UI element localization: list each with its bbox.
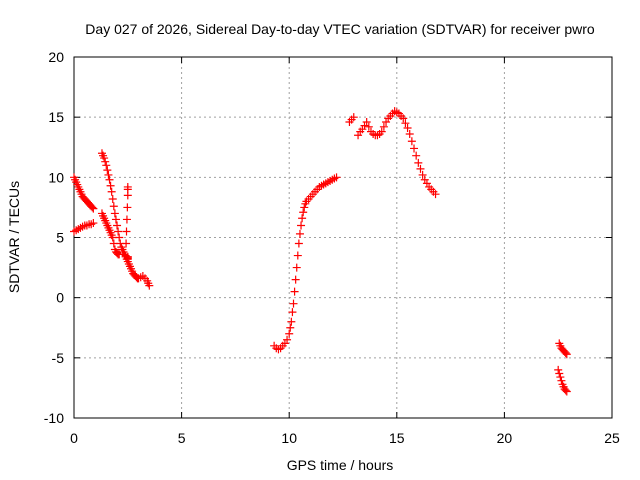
data-point [562,350,571,359]
data-point [295,229,304,238]
data-point [122,215,131,224]
data-point [114,227,123,236]
data-point [297,221,306,230]
data-point [100,154,109,163]
data-points [70,107,571,396]
axes: 0 5 10 15 20 25 -10 -5 0 5 10 15 20 [44,49,620,446]
data-point [349,113,358,122]
data-point [561,349,570,358]
x-tick-label: 5 [178,430,186,446]
data-point [122,239,131,248]
data-point [554,365,563,374]
data-point [89,219,98,228]
data-point [283,335,292,344]
x-tick-label: 15 [389,430,405,446]
data-point [105,175,114,184]
data-point [145,281,154,290]
data-point [292,263,301,272]
data-point [286,323,295,332]
data-point [300,203,309,212]
data-point [290,287,299,296]
data-point [299,208,308,217]
data-point [373,131,382,140]
data-point [298,214,307,223]
data-point [379,122,388,131]
data-point [410,144,419,153]
data-point [123,255,132,264]
data-point [106,181,115,190]
data-point [561,386,570,395]
data-point [377,127,386,136]
data-point [422,179,431,188]
chart-title: Day 027 of 2026, Sidereal Day-to-day VTE… [85,21,595,37]
data-point [414,158,423,167]
y-tick-label: -10 [44,410,64,426]
x-tick-label: 0 [70,430,78,446]
data-point [364,122,373,131]
grid [74,57,612,418]
data-point [101,157,110,166]
data-point [382,117,391,126]
data-point [294,239,303,248]
data-point [293,251,302,260]
data-point [407,137,416,146]
y-tick-label: 5 [56,230,64,246]
data-point [401,119,410,128]
data-point [403,123,412,132]
data-point [555,369,564,378]
data-point [274,345,283,354]
y-tick-label: 15 [48,109,64,125]
y-axis-label: SDTVAR / TECUs [6,181,22,293]
data-point [89,204,98,213]
data-point [108,194,117,203]
data-point [110,209,119,218]
data-point [88,203,97,212]
data-point [557,376,566,385]
data-point [291,275,300,284]
data-point [412,151,421,160]
data-point [123,203,132,212]
data-point [113,221,122,230]
x-tick-label: 20 [497,430,513,446]
data-point [109,239,118,248]
data-point [108,233,117,242]
data-point [113,249,122,258]
data-point [107,187,116,196]
data-point [399,114,408,123]
data-point [104,170,113,179]
data-point [354,131,363,140]
data-point [405,130,414,139]
data-point [562,387,571,396]
data-point [123,182,132,191]
y-tick-label: 10 [48,169,64,185]
data-point [360,121,369,130]
x-tick-label: 25 [604,430,620,446]
data-point [115,250,124,259]
data-point [122,227,131,236]
data-point [332,173,341,182]
data-point [362,117,371,126]
data-point [285,329,294,338]
data-point [111,215,120,224]
data-point [103,166,112,175]
data-point [109,202,118,211]
data-point [392,108,401,117]
x-tick-label: 10 [281,430,297,446]
data-point [416,164,425,173]
y-tick-label: 0 [56,290,64,306]
data-point [420,175,429,184]
data-point [87,220,96,229]
data-point [431,190,440,199]
data-point [102,161,111,170]
y-tick-label: 20 [48,49,64,65]
data-point [288,308,297,317]
data-point [418,170,427,179]
data-point [556,373,565,382]
data-point [287,317,296,326]
x-axis-label: GPS time / hours [287,457,394,473]
data-point [289,299,298,308]
y-tick-label: -5 [52,350,65,366]
